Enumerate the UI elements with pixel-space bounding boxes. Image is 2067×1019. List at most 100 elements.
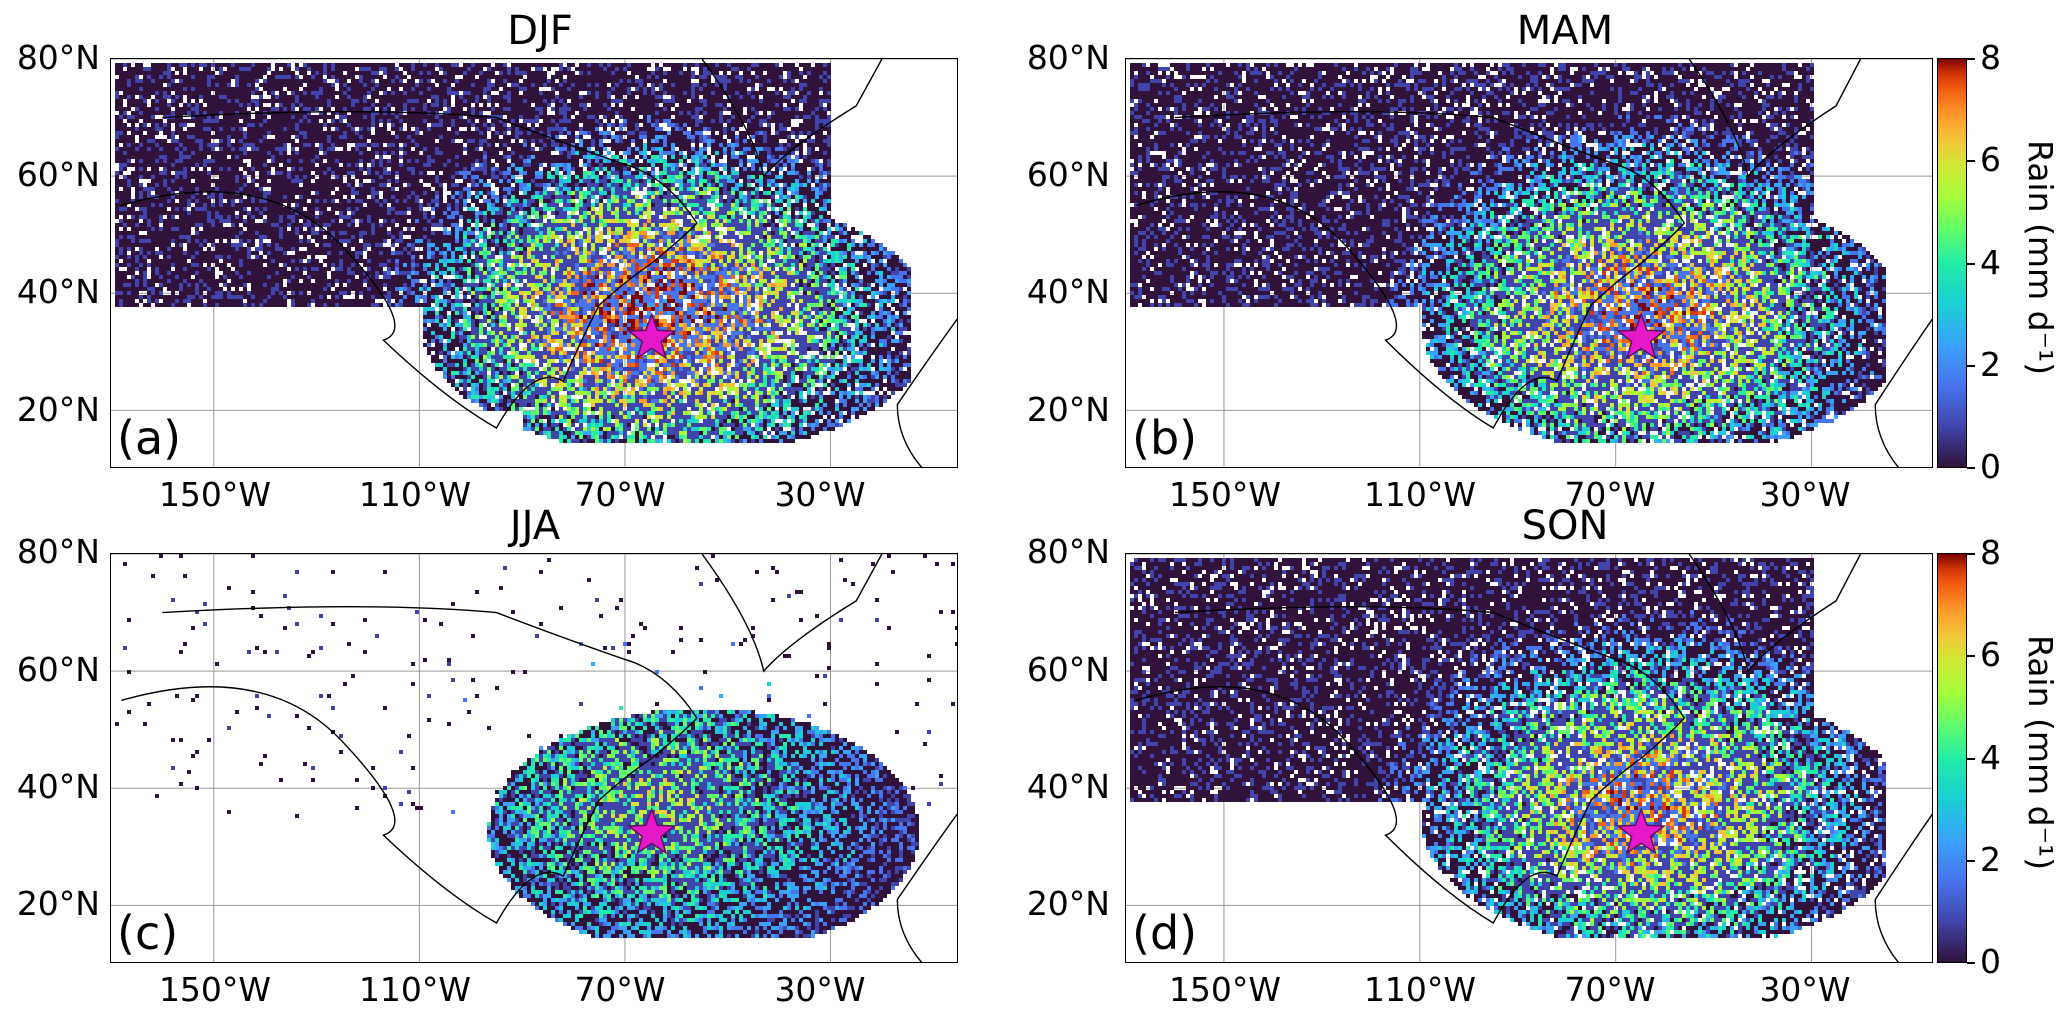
rain-cell [615, 91, 619, 95]
rain-cell [583, 123, 587, 127]
rain-cell [611, 163, 615, 167]
rain-cell [131, 79, 135, 83]
rain-cell [547, 171, 551, 175]
rain-cell [451, 183, 455, 187]
rain-cell [503, 79, 507, 83]
rain-cell [367, 63, 371, 67]
rain-cell [495, 119, 499, 123]
rain-cell [131, 119, 135, 123]
rain-cell [339, 95, 343, 99]
rain-cell [699, 103, 703, 107]
rain-cell [207, 95, 211, 99]
rain-cell [367, 123, 371, 127]
rain-cell [531, 111, 535, 115]
rain-cell [631, 135, 635, 139]
rain-cell [655, 163, 659, 167]
rain-cell [187, 63, 191, 67]
rain-cell [359, 87, 363, 91]
rain-cell [651, 159, 655, 163]
rain-cell [219, 163, 223, 167]
rain-cell [627, 171, 631, 175]
rain-cell [263, 163, 267, 167]
rain-cell [127, 147, 131, 151]
rain-cell [163, 103, 167, 107]
rain-cell [555, 99, 559, 103]
rain-cell [535, 67, 539, 71]
rain-cell [683, 111, 687, 115]
rain-cell [327, 147, 331, 151]
rain-cell [507, 99, 511, 103]
rain-cell [315, 127, 319, 131]
rain-cell [799, 147, 803, 151]
rain-cell [391, 135, 395, 139]
rain-cell [479, 139, 483, 143]
rain-cell [395, 75, 399, 79]
rain-cell [547, 163, 551, 167]
rain-cell [347, 83, 351, 87]
rain-cell [735, 183, 739, 187]
rain-cell [283, 63, 287, 67]
rain-cell [395, 147, 399, 151]
rain-cell [703, 171, 707, 175]
rain-cell [467, 119, 471, 123]
rain-cell [751, 131, 755, 135]
rain-cell [747, 71, 751, 75]
rain-cell [783, 83, 787, 87]
rain-cell [331, 87, 335, 91]
rain-cell [443, 139, 447, 143]
rain-cell [815, 87, 819, 91]
rain-cell [399, 79, 403, 83]
rain-cell [531, 91, 535, 95]
rain-cell [295, 179, 299, 183]
rain-cell [227, 83, 231, 87]
rain-cell [747, 183, 751, 187]
rain-cell [503, 107, 507, 111]
rain-cell [707, 123, 711, 127]
rain-cell [147, 147, 151, 151]
rain-cell [419, 95, 423, 99]
rain-cell [399, 135, 403, 139]
rain-cell [827, 135, 831, 139]
rain-cell [407, 139, 411, 143]
rain-cell [575, 79, 579, 83]
rain-cell [391, 119, 395, 123]
rain-cell [707, 79, 711, 83]
rain-cell [727, 91, 731, 95]
rain-cell [803, 139, 807, 143]
rain-cell [283, 159, 287, 163]
rain-cell [611, 179, 615, 183]
rain-cell [703, 147, 707, 151]
rain-cell [211, 79, 215, 83]
rain-cell [755, 127, 759, 131]
rain-cell [419, 163, 423, 167]
rain-cell [207, 79, 211, 83]
rain-cell [683, 139, 687, 143]
rain-cell [787, 167, 791, 171]
rain-cell [335, 119, 339, 123]
rain-cell [711, 67, 715, 71]
rain-cell [287, 63, 291, 67]
rain-cell [499, 107, 503, 111]
rain-cell [391, 63, 395, 67]
rain-cell [771, 143, 775, 147]
rain-cell [671, 79, 675, 83]
rain-cell [295, 159, 299, 163]
rain-cell [499, 155, 503, 159]
rain-cell [399, 171, 403, 175]
rain-cell [607, 95, 611, 99]
rain-cell [251, 79, 255, 83]
rain-cell [651, 115, 655, 119]
rain-cell [235, 95, 239, 99]
rain-cell [219, 71, 223, 75]
rain-cell [827, 171, 831, 175]
rain-cell [763, 155, 767, 159]
rain-cell [783, 155, 787, 159]
rain-cell [727, 67, 731, 71]
rain-cell [759, 115, 763, 119]
rain-cell [307, 139, 311, 143]
rain-cell [619, 79, 623, 83]
rain-cell [783, 99, 787, 103]
rain-cell [367, 103, 371, 107]
rain-cell [359, 111, 363, 115]
rain-cell [179, 131, 183, 135]
